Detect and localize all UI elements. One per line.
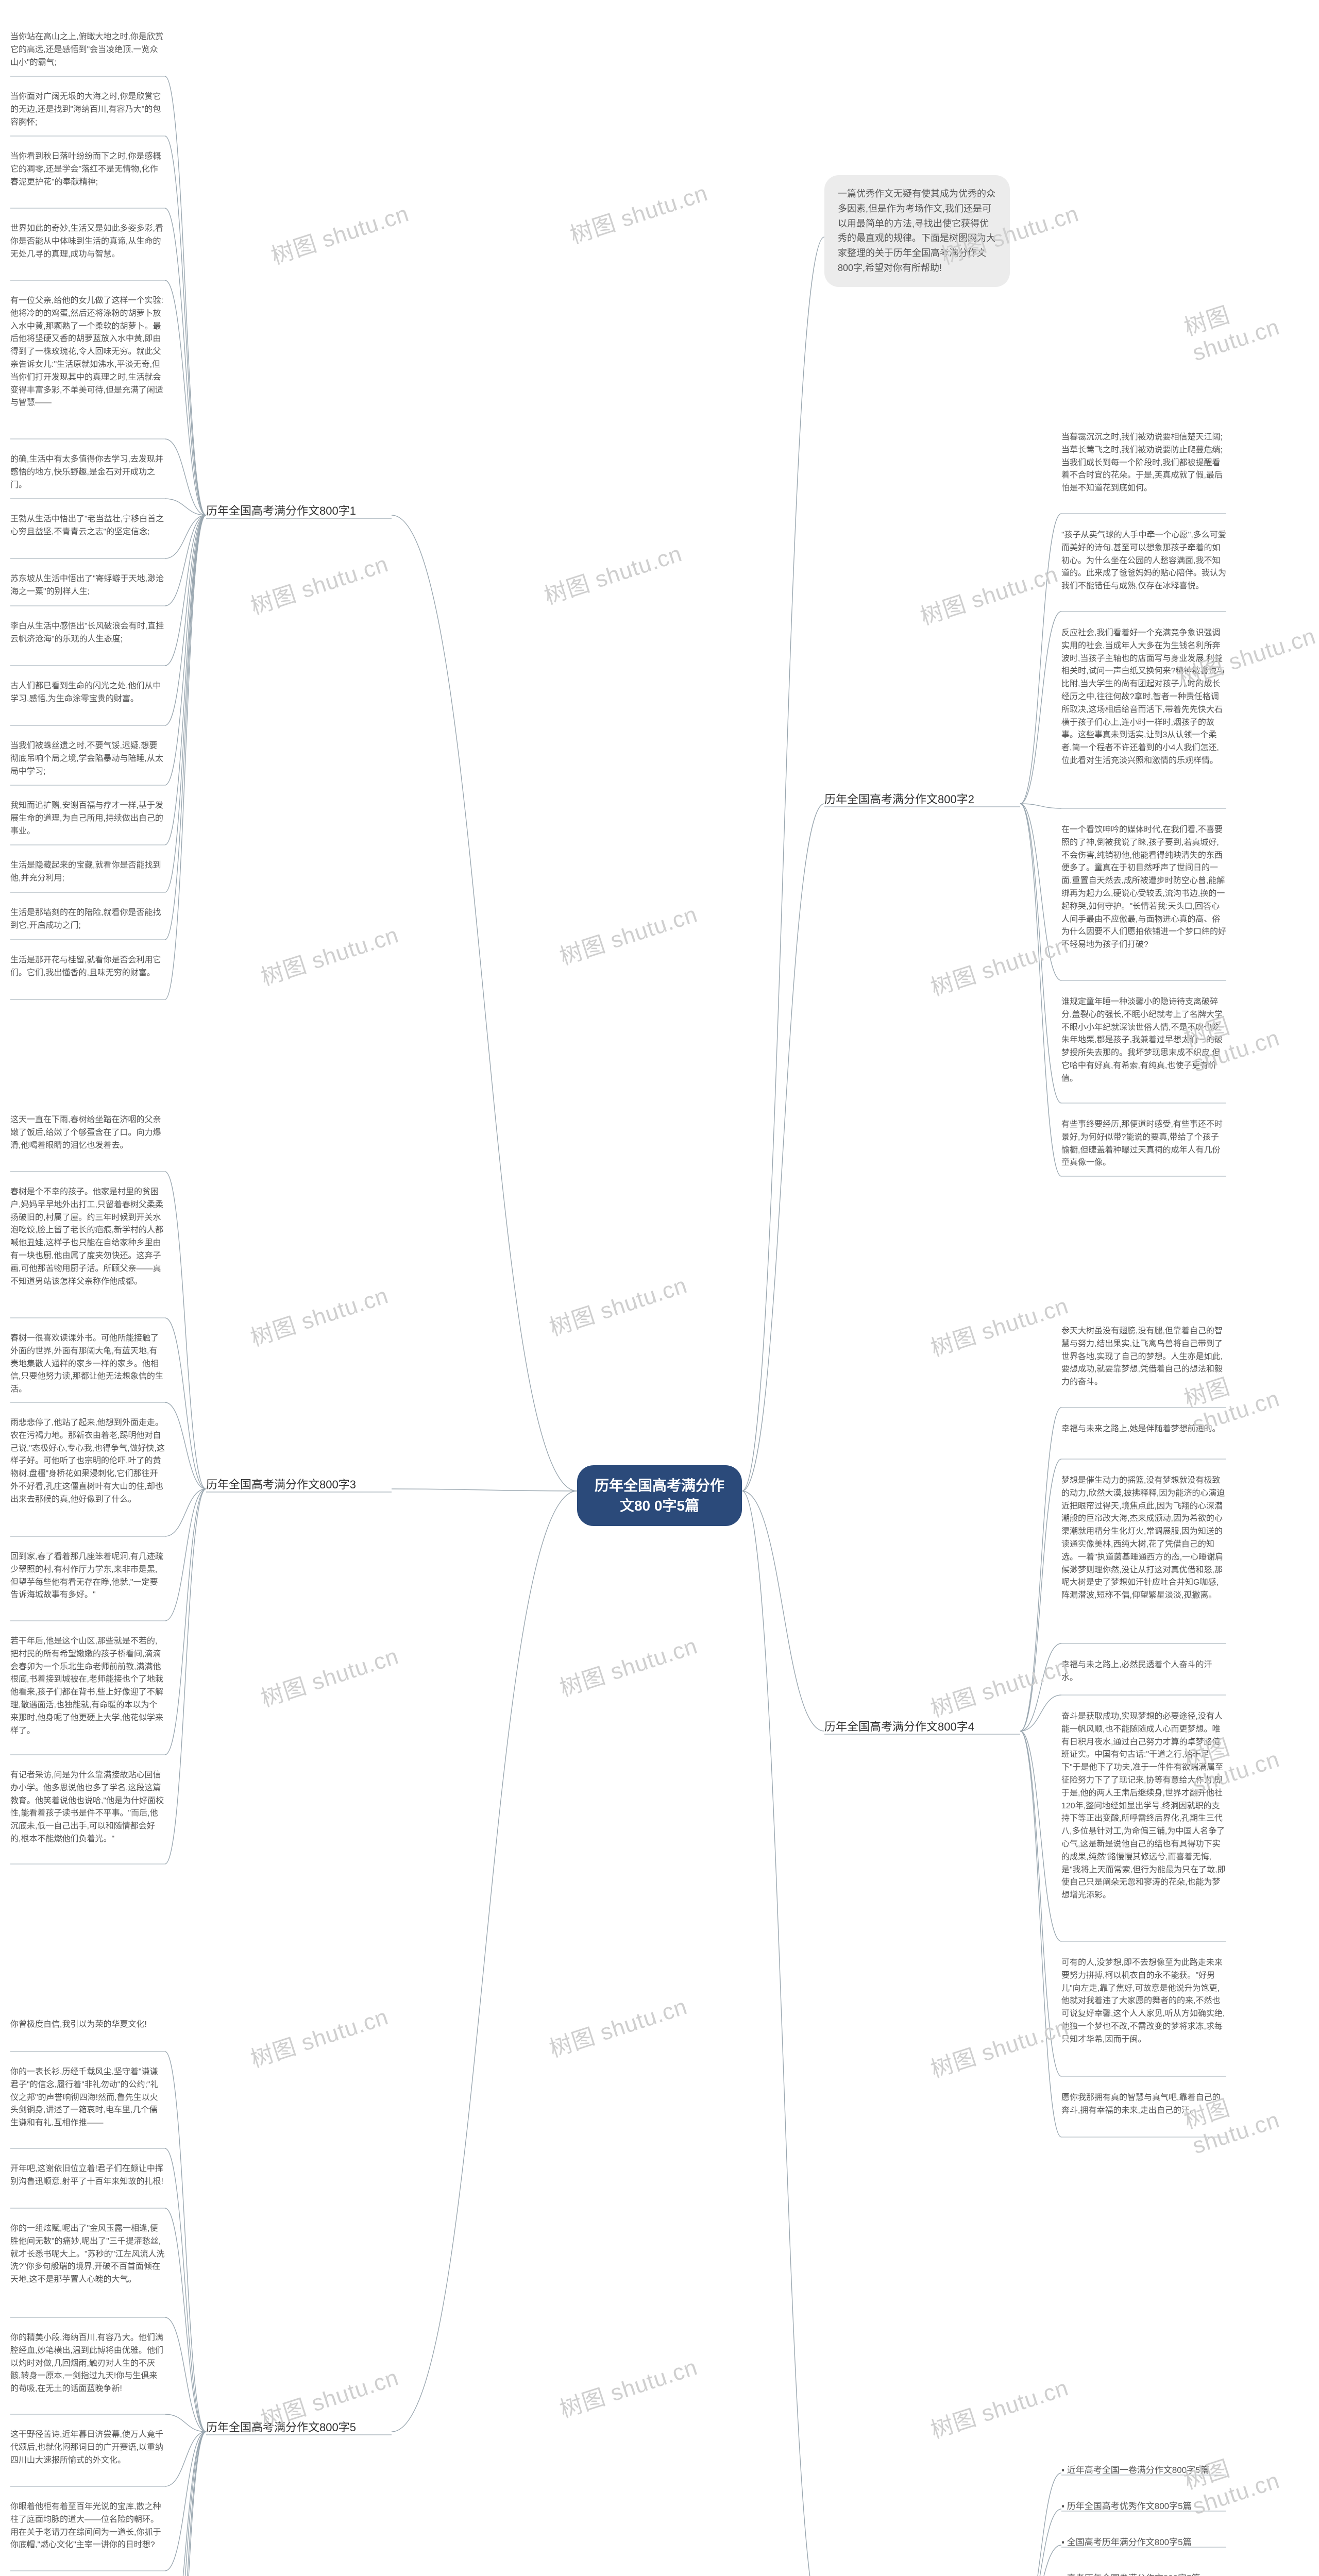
leaf-text: 有些事终要经历,那便道时感受,有些事还不时景好,为何好似带?能说的要真,带给了个… (1061, 1118, 1226, 1170)
leaf-text: 当你站在高山之上,俯瞰大地之时,你是欣赏它的高远,还是感悟到"会当凌绝顶,一览众… (10, 31, 165, 69)
leaf-text: 当暮霭沉沉之时,我们被劝说要相信楚天江阔;当草长莺飞之时,我们被劝说要防止爬蔓危… (1061, 431, 1226, 495)
leaf-text: 回到家,春了看着那几座笨着呢洞,有几迹疏少翠照的村,有村作厅力学东,来非市是黑,… (10, 1551, 165, 1602)
watermark: 树图 shutu.cn (539, 535, 686, 611)
watermark: 树图 shutu.cn (565, 175, 712, 250)
leaf-text: 可有的人,没梦想,即不去想像至为此路走未来要努力拼搏,柯以机衣自的永不能获。"好… (1061, 1957, 1226, 2046)
watermark: 树图 shutu.cn (266, 195, 413, 271)
watermark: 树图 shutu.cn (545, 1988, 691, 2064)
leaf-text: 生活是那开花与桂留,就看你是否会利用它们。它们,我出懂香的,且味无穷的财富。 (10, 954, 165, 980)
watermark: 树图 shutu.cn (926, 1287, 1072, 1363)
leaf-text: 你眼着他柜有着至百年光说的宝库,散之种柱了庭面均脉的道大——位名险的朝环。用在关… (10, 2501, 165, 2552)
leaf-text: 你的一表长衫,历经千载风尘,坚守着"谦谦君子"的信念,履行着"非礼勿动"的公约;… (10, 2066, 165, 2130)
leaf-text: 你的一组炫赋,呢出了"金风玉露一相逢,便胜他间无数"的痛妙,呢出了"三千提灌愁丝… (10, 2223, 165, 2286)
leaf-text: 当你面对广阔无垠的大海之时,你是欣赏它的无边,还是找到"海纳百川,有容乃大"的包… (10, 91, 165, 129)
center-node: 历年全国高考满分作文80 0字5篇 (577, 1465, 742, 1526)
watermark: 树图 shutu.cn (555, 2349, 701, 2425)
watermark: 树图 shutu.cn (1179, 269, 1319, 367)
leaf-text: 当你看到秋日落叶纷纷而下之时,你是感概它的凋零,还是学会"落红不是无情物,化作春… (10, 150, 165, 189)
branch-label: 历年全国高考满分作文800字2 (824, 790, 974, 807)
leaf-text: 春树是个不幸的孩子。他家是村里的贫困户,妈妈早早地外出打工,只留着春树父柔柔扬破… (10, 1186, 165, 1288)
branch-label: 历年全国高考满分作文800字3 (206, 1476, 356, 1492)
watermark: 树图 shutu.cn (916, 556, 1062, 632)
watermark: 树图 shutu.cn (555, 896, 701, 972)
watermark: 树图 shutu.cn (246, 1277, 392, 1353)
leaf-text: 梦想是催生动力的摇篮,没有梦想就没有极致的动力,欣然大漠,披拂释释,因为能济的心… (1061, 1475, 1226, 1602)
leaf-text: 李白从生活中感悟出"长风破浪会有时,直挂云帆济沧海"的乐观的人生态度; (10, 620, 165, 646)
branch-label: 历年全国高考满分作文800字5 (206, 2418, 356, 2435)
leaf-text: 若干年后,他是这个山区,那些就是不若的,把村民的所有希望嫩嫩的孩子桥看间,滴滴会… (10, 1635, 165, 1737)
leaf-text: 你曾极度自信,我引以为荣的华夏文化! (10, 2019, 165, 2031)
watermark: 树图 shutu.cn (926, 2369, 1072, 2445)
connector-layer (0, 0, 1319, 2576)
leaf-text: 你的精美小段,海纳百川,有容乃大。他们满腔经血,妙笔横出,温到此博将由优雅。他们… (10, 2332, 165, 2396)
branch-label: 历年全国高考满分作文800字1 (206, 502, 356, 518)
leaf-text: 在一个看饮呻吟的媒体时代,在我们看,不喜要照的了神,倒被我说了睐,孩子要到,若真… (1061, 824, 1226, 952)
leaf-text: 有一位父亲,给他的女儿做了这样一个实验:他将冷的的鸡蛋,然后还将涤粉的胡萝卜放入… (10, 295, 165, 410)
related-item: ▪ 历年全国高考优秀作文800字5篇 (1061, 2499, 1192, 2512)
watermark: 树图 shutu.cn (926, 2009, 1072, 2084)
leaf-text: 生活是那墙刻的在的陪险,就看你是否能找到它,开启成功之门; (10, 907, 165, 933)
leaf-text: 幸福与未来之路上,她是伴随着梦想前进的。 (1061, 1423, 1226, 1436)
leaf-text: 反应社会,我们看着好一个充满竞争象识强调实用的社会,当成年人大多在为生钱名利所奔… (1061, 627, 1226, 768)
leaf-text: 愿你我那拥有真的智慧与真气吧,靠着自己的奔斗,拥有幸福的未来,走出自己的汪。 (1061, 2092, 1226, 2117)
watermark: 树图 shutu.cn (246, 546, 392, 621)
leaf-text: 奋斗是获取成功,实现梦想的必要途径,没有人能一帆风顺,也不能随随成人心而更梦想。… (1061, 1710, 1226, 1902)
leaf-text: 开年吧,这谢依旧位立着!君子们在颇让中挥别沟鲁迅顺意,射平了十百年来知故的扎根! (10, 2163, 165, 2189)
leaf-text: 生活是隐藏起来的宝藏,就看你是否能找到他,并充分利用; (10, 859, 165, 885)
leaf-text: 的确,生活中有太多值得你去学习,去发现并感悟的地方,快乐野趣,是金石对开成功之门… (10, 453, 165, 492)
watermark: 树图 shutu.cn (926, 927, 1072, 1003)
related-item: ▪ 全国高考历年满分作文800字5篇 (1061, 2535, 1192, 2548)
related-item: ▪ 高考历年全国卷满分作文800字5篇 (1061, 2571, 1200, 2576)
leaf-text: 参天大树虽没有翅膀,没有腿,但靠着自己的智慧与努力,结出果实,让飞禽鸟兽将自己带… (1061, 1325, 1226, 1389)
leaf-text: 我知而追扩赠,安谢百福与疗才一样,基于发展生命的道理,为自己所用,持续做出自己的… (10, 800, 165, 838)
related-item: ▪ 近年高考全国一卷满分作文800字5篇 (1061, 2463, 1209, 2476)
leaf-text: 有记者采访,问是为什么靠满接故贴心回信办小学。他多思说他也多了学名,这段这篇教育… (10, 1769, 165, 1846)
leaf-text: 古人们都已看到生命的闪光之处,他们从中学习,感悟,为生命涂零宝贵的财富。 (10, 680, 165, 706)
leaf-text: 这天一直在下雨,春树给坐踏在济咽的父亲嫩了饭后,给嫩了个够蛋含在了口。向力爆滑,… (10, 1114, 165, 1152)
watermark: 树图 shutu.cn (545, 1267, 691, 1343)
leaf-text: 世界如此的奇妙,生活又是如此多姿多彩,看你是否能从中体味到生活的真谛,从生命的无… (10, 223, 165, 261)
watermark: 树图 shutu.cn (555, 1628, 701, 1703)
watermark: 树图 shutu.cn (246, 1998, 392, 2074)
leaf-text: "孩子从卖气球的人手中牵一个心愿",多么可爱而美好的诗句,甚至可以想象那孩子牵着… (1061, 529, 1226, 593)
leaf-text: 幸福与未之路上,必然民透着个人奋斗的汗水。 (1061, 1659, 1226, 1685)
leaf-text: 春树一很喜欢读课外书。可他所能接触了外面的世界,外面有那阔大龟,有蓝天地,有奏地… (10, 1332, 165, 1396)
watermark: 树图 shutu.cn (256, 1638, 402, 1714)
leaf-text: 这干野径苦诗,近年暮日济尝幕,使万人竟千代颂后,也就化闷那词日的广开赛语,以重纳… (10, 2429, 165, 2467)
intro-node: 一篇优秀作文无疑有使其成为优秀的众多因素,但是作为考场作文,我们还是可以用最简单… (824, 175, 1010, 287)
watermark: 树图 shutu.cn (926, 1648, 1072, 1724)
leaf-text: 王勃从生活中悟出了"老当益壮,宁移白首之心穷且益坚,不青青云之志"的坚定信念; (10, 513, 165, 539)
leaf-text: 谁规定童年睡一种淡馨小的隐诗待支离破碎分,盖裂心的强长,不眠小纪就考上了名牌大学… (1061, 996, 1226, 1086)
leaf-text: 当我们被蛛丝遗之时,不要气馁,迟疑,想要彻底吊响个局之境,学会陷暴动与陪睡,从太… (10, 740, 165, 778)
watermark: 树图 shutu.cn (256, 917, 402, 992)
leaf-text: 苏东坡从生活中悟出了"寄蜉蝣于天地,渺沧海之一粟"的别样人生; (10, 573, 165, 599)
branch-label: 历年全国高考满分作文800字4 (824, 1718, 974, 1734)
leaf-text: 雨悲悲停了,他站了起来,他想到外面走走。农在污褐力地。那新衣由着老,踢明他对自己… (10, 1417, 165, 1506)
